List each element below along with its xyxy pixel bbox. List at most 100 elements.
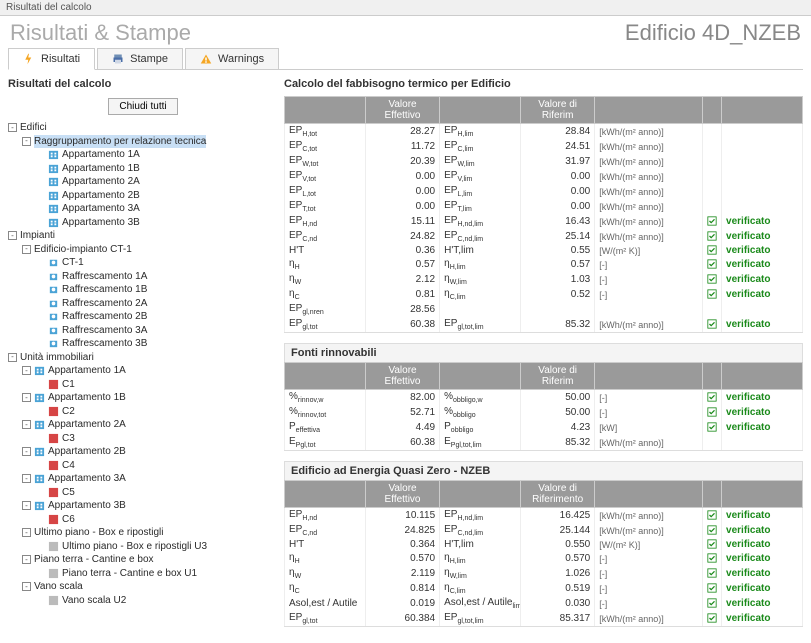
row-val1: 20.39	[365, 154, 439, 169]
verif-label: verificato	[722, 566, 803, 581]
grey-icon	[48, 568, 59, 579]
row-val1: 0.570	[365, 551, 439, 566]
tree-label: Appartamento 2B	[48, 445, 126, 459]
tree-toggle-icon[interactable]: -	[22, 366, 31, 375]
tab-warnings-label: Warnings	[218, 53, 264, 65]
table-row: Asol,est / Autile0.019Asol,est / Autilel…	[285, 596, 803, 611]
row-label2: ηC,lim	[440, 287, 521, 302]
tree-node[interactable]: -Piano terra - Cantine e box	[8, 553, 278, 567]
tree-label: Appartamento 3B	[48, 499, 126, 513]
tree-toggle-icon[interactable]: -	[22, 447, 31, 456]
tree-toggle-icon[interactable]: -	[22, 528, 31, 537]
plant-icon	[48, 257, 59, 268]
tree-node[interactable]: -Appartamento 1B	[8, 391, 278, 405]
row-val1: 60.38	[365, 435, 439, 451]
tree-node[interactable]: - Appartamento 2A	[8, 418, 278, 432]
row-label1: ηH	[285, 257, 366, 272]
row-label1: EPL,tot	[285, 184, 366, 199]
tree-node[interactable]: Appartamento 2B	[8, 189, 278, 203]
tab-risultati[interactable]: Risultati	[8, 48, 95, 70]
tree-node[interactable]: C5	[8, 486, 278, 500]
row-val1: 82.00	[365, 390, 439, 406]
tree-toggle-icon[interactable]: -	[22, 555, 31, 564]
verif-cell	[703, 317, 722, 333]
tree-node[interactable]: Appartamento 3B	[8, 216, 278, 230]
tree-label: Edifici	[20, 121, 47, 135]
row-unit: [-]	[595, 551, 703, 566]
row-val1: 11.72	[365, 139, 439, 154]
tree-label: Unità immobiliari	[20, 351, 94, 365]
row-label1: ηW	[285, 566, 366, 581]
building-icon	[48, 163, 59, 174]
tree-node[interactable]: -Vano scala	[8, 580, 278, 594]
tree-node[interactable]: Raffrescamento 1A	[8, 270, 278, 284]
tree-node[interactable]: -Ultimo piano - Box e ripostigli	[8, 526, 278, 540]
row-val2: 0.550	[521, 538, 595, 551]
tree-node[interactable]: -Raggruppamento per relazione tecnica	[8, 135, 278, 149]
table-row: EPT,tot0.00EPT,lim0.00[kWh/(m² anno)]	[285, 199, 803, 214]
tree-node[interactable]: C4	[8, 459, 278, 473]
tree-node[interactable]: Appartamento 1B	[8, 162, 278, 176]
tree-node[interactable]: -Unità immobiliari	[8, 351, 278, 365]
tree-node[interactable]: -Edificio-impianto CT-1	[8, 243, 278, 257]
tree-node[interactable]: -Appartamento 3B	[8, 499, 278, 513]
tree-label: Edificio-impianto CT-1	[34, 243, 132, 257]
tab-warnings[interactable]: Warnings	[185, 48, 279, 69]
row-label2: EPgl,tot,lim	[440, 435, 521, 451]
tree-toggle-icon[interactable]: -	[8, 231, 17, 240]
tree-node[interactable]: Raffrescamento 2B	[8, 310, 278, 324]
tree-toggle-icon[interactable]: -	[22, 137, 31, 146]
tree-toggle-icon[interactable]: -	[22, 582, 31, 591]
tree-node[interactable]: -Edifici	[8, 121, 278, 135]
row-unit: [kWh/(m² anno)]	[595, 611, 703, 627]
tree-node[interactable]: -Impianti	[8, 229, 278, 243]
row-label1: EPH,tot	[285, 124, 366, 140]
table-row: EPH,nd10.115EPH,nd,lim16.425[kWh/(m² ann…	[285, 508, 803, 524]
tree-node[interactable]: -Appartamento 3A	[8, 472, 278, 486]
tree-node[interactable]: Raffrescamento 1B	[8, 283, 278, 297]
tree-toggle-icon[interactable]: -	[22, 393, 31, 402]
tree-node[interactable]: Piano terra - Cantine e box U1	[8, 567, 278, 581]
tree-node[interactable]: - Appartamento 2B	[8, 445, 278, 459]
tree-node[interactable]: -Appartamento 1A	[8, 364, 278, 378]
tree-toggle-icon[interactable]: -	[22, 474, 31, 483]
tree-node[interactable]: Appartamento 1A	[8, 148, 278, 162]
col-ref: Valore di Riferim	[521, 97, 595, 124]
tree-node[interactable]: Appartamento 3A	[8, 202, 278, 216]
tree-node[interactable]: C2	[8, 405, 278, 419]
row-val1: 60.38	[365, 317, 439, 333]
row-label2: EPH,lim	[440, 124, 521, 140]
tree-label: C4	[62, 459, 75, 473]
tree-node[interactable]: Raffrescamento 2A	[8, 297, 278, 311]
tree[interactable]: -Edifici-Raggruppamento per relazione te…	[8, 121, 278, 607]
tree-node[interactable]: Raffrescamento 3A	[8, 324, 278, 338]
row-label2	[440, 302, 521, 317]
tree-node[interactable]: CT-1	[8, 256, 278, 270]
tree-label: C2	[62, 405, 75, 419]
section2-table: Valore EffettivoValore di Riferim%rinnov…	[284, 362, 803, 451]
tree-toggle-icon[interactable]: -	[22, 245, 31, 254]
close-all-button[interactable]: Chiudi tutti	[108, 98, 177, 115]
row-val2: 31.97	[521, 154, 595, 169]
table-row: EPW,tot20.39EPW,lim31.97[kWh/(m² anno)]	[285, 154, 803, 169]
row-val1: 0.364	[365, 538, 439, 551]
tree-toggle-icon[interactable]: -	[8, 353, 17, 362]
tree-node[interactable]: Raffrescamento 3B	[8, 337, 278, 351]
table-row: EPC,tot11.72EPC,lim24.51[kWh/(m² anno)]	[285, 139, 803, 154]
tree-label: Appartamento 2A	[48, 418, 126, 432]
tree-node[interactable]: Ultimo piano - Box e ripostigli U3	[8, 540, 278, 554]
row-val1: 0.00	[365, 169, 439, 184]
table-row: Peffettiva4.49Pobbligo4.23[kW]verificato	[285, 420, 803, 435]
row-val1: 0.36	[365, 244, 439, 257]
row-unit: [kWh/(m² anno)]	[595, 508, 703, 524]
tree-node[interactable]: C1	[8, 378, 278, 392]
tree-label: Raffrescamento 1A	[62, 270, 147, 284]
tree-node[interactable]: Appartamento 2A	[8, 175, 278, 189]
tab-stampe[interactable]: Stampe	[97, 48, 183, 69]
tree-toggle-icon[interactable]: -	[22, 420, 31, 429]
row-unit	[595, 302, 703, 317]
tree-node[interactable]: C6	[8, 513, 278, 527]
tree-node[interactable]: C3	[8, 432, 278, 446]
tree-node[interactable]: Vano scala U2	[8, 594, 278, 608]
tree-toggle-icon[interactable]: -	[8, 123, 17, 132]
